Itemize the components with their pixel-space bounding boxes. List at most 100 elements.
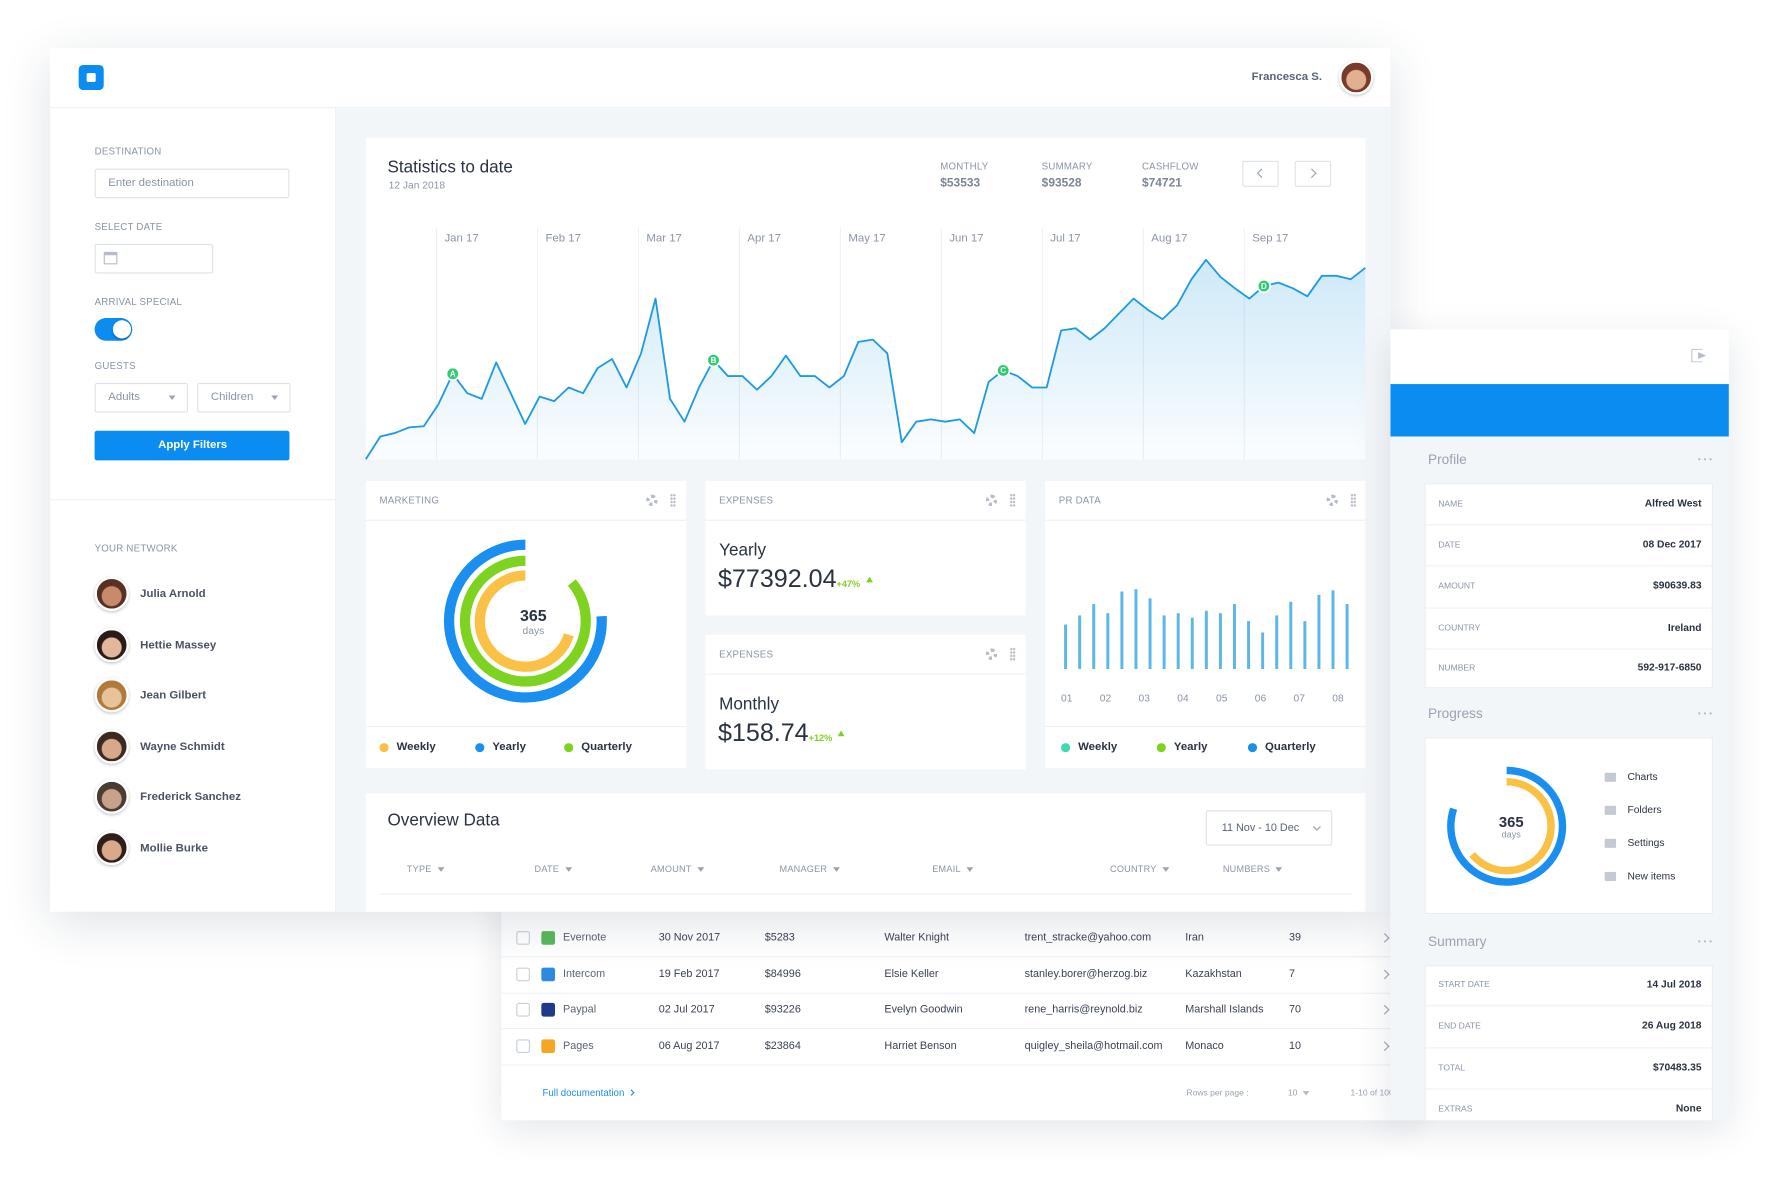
up-triangle	[837, 729, 845, 736]
field-label: EXTRAS	[1438, 1103, 1473, 1114]
range-select[interactable]	[1205, 810, 1333, 846]
bar	[1303, 621, 1307, 669]
x-tick-label: 05	[1216, 692, 1228, 704]
row-divider	[1424, 1005, 1713, 1007]
line-chart: A B C D	[365, 227, 1366, 460]
column-header[interactable]: COUNTRY	[1110, 864, 1170, 874]
avatar	[94, 678, 129, 713]
logout-icon[interactable]	[1691, 348, 1703, 363]
toggle-knob	[112, 320, 132, 339]
field-value: $70483.35	[1653, 1061, 1702, 1073]
x-tick-label: Sep 17	[1252, 232, 1289, 246]
column-header[interactable]: MANAGER	[780, 864, 840, 874]
menu-item: New items	[1627, 870, 1676, 882]
bar	[1064, 624, 1068, 669]
more-dot	[1703, 457, 1707, 461]
field-label: NAME	[1438, 498, 1463, 509]
column-header[interactable]: DATE	[535, 864, 572, 874]
avatar	[94, 729, 129, 764]
cell: Iran	[1185, 931, 1204, 944]
field-value: 08 Dec 2017	[1642, 538, 1702, 550]
card-subtitle: 12 Jan 2018	[388, 179, 446, 191]
sidebar	[50, 108, 337, 912]
cell: Elsie Keller	[884, 967, 939, 981]
app-icon	[541, 967, 556, 982]
menu-icon	[1604, 838, 1617, 848]
field-label: TOTAL	[1438, 1062, 1466, 1073]
cell: 30 Nov 2017	[658, 931, 721, 944]
stat-label: CASHFLOW	[1141, 160, 1199, 172]
ring	[474, 570, 577, 672]
bar	[1190, 617, 1194, 669]
more-dot	[1709, 712, 1712, 715]
rows-per-page-select[interactable]: 10	[1288, 1089, 1310, 1098]
line	[365, 258, 1366, 460]
guests-select[interactable]	[197, 382, 291, 413]
caret	[437, 867, 445, 872]
marketing-card	[365, 480, 687, 769]
donut-chart	[443, 539, 607, 703]
link-text: Full documentation	[542, 1086, 625, 1099]
x-tick-label: 03	[1138, 692, 1150, 704]
person-name: Hettie Massey	[140, 638, 217, 652]
panel-header	[1390, 329, 1729, 385]
bar	[1233, 604, 1236, 669]
change: +47%	[836, 578, 861, 590]
chevron	[1379, 1004, 1390, 1015]
caret	[271, 395, 279, 401]
cell: 19 Feb 2017	[658, 967, 720, 981]
checkbox[interactable]	[516, 931, 530, 945]
column-header[interactable]: EMAIL	[932, 863, 974, 875]
destination-input[interactable]	[94, 168, 290, 199]
cell: $23864	[764, 1039, 801, 1053]
column-header[interactable]: NUMBERS	[1223, 864, 1283, 874]
apply-button[interactable]	[94, 430, 290, 461]
more-dot	[1697, 712, 1701, 715]
cell: 10	[1288, 1039, 1302, 1053]
card-title: EXPENSES	[719, 494, 774, 506]
field-label: ARRIVAL SPECIAL	[94, 296, 183, 308]
column-label: EMAIL	[932, 863, 961, 875]
guests-select[interactable]	[94, 382, 189, 413]
checkbox[interactable]	[516, 967, 530, 982]
row-divider	[1424, 647, 1713, 650]
field-label: COUNTRY	[1438, 622, 1481, 633]
person-name: Wayne Schmidt	[140, 740, 225, 754]
main-window: Francesca S. DESTINATION Enter destination…	[50, 47, 1391, 912]
x-tick-label: Feb 17	[545, 232, 581, 246]
caret	[1162, 867, 1170, 872]
row-divider	[1424, 1046, 1713, 1048]
avatar	[1339, 60, 1374, 95]
gear-icon	[1326, 494, 1338, 507]
ring	[443, 539, 607, 703]
field-label: GUESTS	[94, 359, 136, 372]
documentation-link[interactable]: Full documentation	[542, 1086, 635, 1099]
stat-label: SUMMARY	[1041, 160, 1093, 172]
section-label: YOUR NETWORK	[94, 542, 178, 554]
nav-button[interactable]	[1294, 160, 1332, 187]
sidebar-divider	[50, 499, 337, 501]
stat-value: $74721	[1141, 176, 1182, 191]
column-header[interactable]: AMOUNT	[651, 864, 705, 874]
up-triangle	[865, 576, 873, 582]
menu-item: Folders	[1627, 804, 1662, 816]
chevron	[627, 1089, 635, 1097]
checkbox[interactable]	[516, 1002, 530, 1017]
marker-label: C	[1000, 366, 1006, 375]
checkbox[interactable]	[516, 1039, 530, 1054]
stat-label: MONTHLY	[940, 160, 989, 172]
column-header[interactable]: TYPE	[407, 864, 445, 874]
date-input[interactable]	[94, 243, 214, 274]
bar	[1120, 591, 1124, 669]
period-label: Monthly	[719, 694, 780, 715]
legend-dot	[564, 743, 574, 753]
cell: 06 Aug 2017	[658, 1039, 720, 1053]
blue-banner	[1390, 384, 1729, 437]
legend-dot	[1156, 743, 1166, 753]
section-title: Profile	[1428, 451, 1467, 468]
rows-per-page-value: 10	[1287, 1087, 1298, 1098]
nav-button[interactable]	[1242, 160, 1279, 187]
bar	[1218, 613, 1222, 669]
menu-icon	[1604, 772, 1617, 782]
